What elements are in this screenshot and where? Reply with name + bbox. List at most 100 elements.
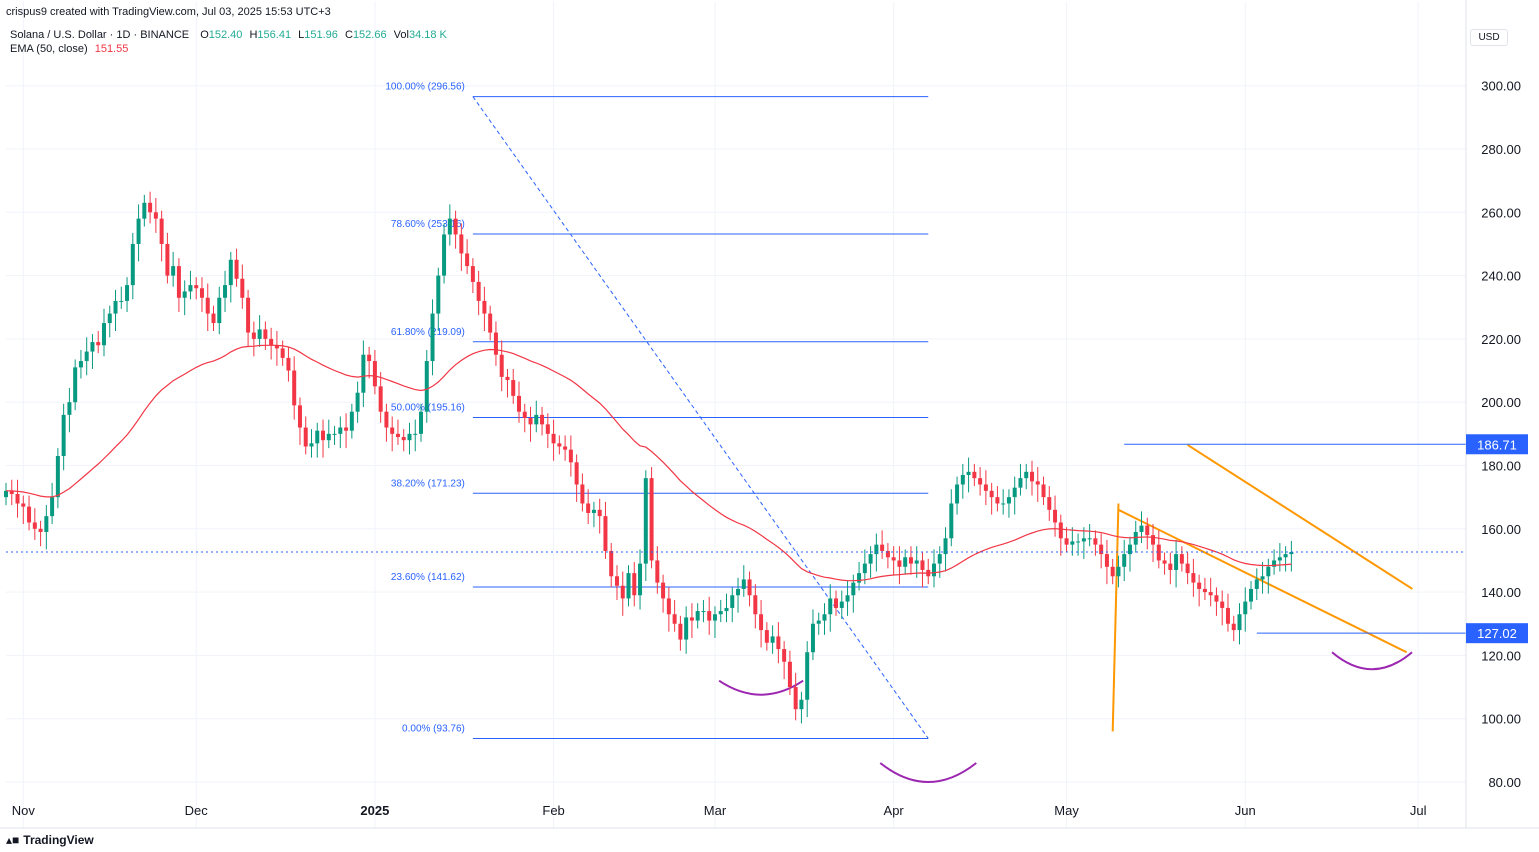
candle-body <box>851 582 856 596</box>
candle-body <box>27 506 32 523</box>
tradingview-brand[interactable]: ▴■ TradingView <box>6 833 94 847</box>
candle-body <box>61 414 66 457</box>
candle-body <box>793 687 798 710</box>
candle-body <box>292 370 297 406</box>
candle-body <box>153 212 158 219</box>
candle-body <box>810 623 815 653</box>
candle-body <box>459 234 464 254</box>
y-tick-label: 80.00 <box>1488 775 1521 790</box>
candle-body <box>1035 481 1040 485</box>
candle-body <box>724 607 729 612</box>
candle-body <box>597 509 602 517</box>
candle-body <box>130 243 135 286</box>
candle-body <box>1099 544 1104 555</box>
candle-body <box>499 354 504 377</box>
price-marker-bg <box>1466 434 1528 455</box>
h-label: H <box>249 29 258 41</box>
x-axis: Nov Dec 2025 Feb Mar Apr May Jun Jul <box>0 803 1539 829</box>
candle-body <box>315 430 320 444</box>
candle-body <box>199 288 204 298</box>
currency-button[interactable]: USD <box>1470 29 1508 46</box>
candle-body <box>90 342 95 352</box>
x-tick-label: Jul <box>1410 803 1427 818</box>
candle-body <box>586 503 591 513</box>
candle-body <box>1087 538 1092 540</box>
candle-body <box>1208 592 1213 596</box>
candle-body <box>1272 560 1277 567</box>
fib-label: 38.20% (171.23) <box>391 478 465 489</box>
candle-body <box>1001 503 1006 505</box>
tradingview-logo-icon: ▴■ <box>6 833 20 847</box>
candle-body <box>44 516 49 532</box>
y-tick-label: 280.00 <box>1481 142 1521 157</box>
candle-body <box>903 557 908 567</box>
candle-body <box>1174 554 1179 570</box>
candle-body <box>897 560 902 567</box>
candle-body <box>505 376 510 381</box>
candle-body <box>1260 576 1265 580</box>
candle-body <box>274 345 279 349</box>
y-axis: 80.00 100.00 120.00 140.00 160.00 180.00 200.0… <box>1465 0 1521 828</box>
candle-body <box>1156 544 1161 561</box>
candle-body <box>419 411 424 434</box>
x-tick-label: Feb <box>542 803 564 818</box>
candle-body <box>718 611 723 615</box>
candle-body <box>1151 535 1156 545</box>
rounded-bottom-arc-1 <box>718 679 804 696</box>
ema-50-line <box>5 344 1292 582</box>
candle-body <box>534 414 539 425</box>
y-tick-label: 100.00 <box>1481 712 1521 727</box>
price-marker-bg <box>1466 623 1528 644</box>
candle-body <box>845 595 850 602</box>
y-tick-label: 300.00 <box>1481 79 1521 94</box>
candle-body <box>776 636 781 650</box>
rounded-bottom-arc-2 <box>879 762 977 783</box>
candle-body <box>442 234 447 276</box>
candle-body <box>217 297 222 324</box>
candle-body <box>753 595 758 615</box>
x-tick-label: Nov <box>12 803 36 818</box>
candle-body <box>1024 471 1029 479</box>
candle-body <box>816 620 821 624</box>
candle-body <box>1191 573 1196 583</box>
candle-body <box>1179 554 1184 564</box>
candle-body <box>424 361 429 412</box>
x-tick-label: Apr <box>884 803 905 818</box>
candle-body <box>1214 595 1219 602</box>
candle-body <box>989 490 994 498</box>
wedge-upper-line <box>1187 444 1413 590</box>
fib-label: 78.60% (253.16) <box>391 219 465 230</box>
candle-body <box>643 478 648 564</box>
price-marker-label: 127.02 <box>1477 626 1517 641</box>
candle-body <box>551 433 556 444</box>
candle-body <box>1029 471 1034 482</box>
candle-body <box>1058 522 1063 539</box>
candle-body <box>540 414 545 425</box>
ema-legend[interactable]: EMA (50, close) 151.55 <box>10 43 128 55</box>
candle-body <box>1249 588 1254 602</box>
candle-body <box>1202 588 1207 593</box>
candle-body <box>874 544 879 555</box>
vol-value: 34.18 K <box>408 29 447 41</box>
candle-body <box>960 474 965 485</box>
rounded-bottom-arc-3 <box>1331 651 1413 671</box>
candle-body <box>1243 601 1248 615</box>
flagpole-line <box>1111 503 1120 732</box>
candle-body <box>1289 552 1294 555</box>
candle-body <box>430 313 435 362</box>
candle-body <box>712 614 717 621</box>
candle-body <box>983 484 988 491</box>
candle-body <box>1053 509 1058 523</box>
candle-body <box>246 297 251 333</box>
y-tick-label: 240.00 <box>1481 269 1521 284</box>
candle-body <box>50 497 55 517</box>
candle-body <box>332 433 337 435</box>
candle-body <box>678 623 683 640</box>
candle-body <box>782 649 787 662</box>
candle-body <box>649 478 654 561</box>
candle-body <box>563 446 568 450</box>
x-tick-label: May <box>1054 803 1079 818</box>
candle-body <box>194 285 199 289</box>
candle-body <box>834 598 839 608</box>
